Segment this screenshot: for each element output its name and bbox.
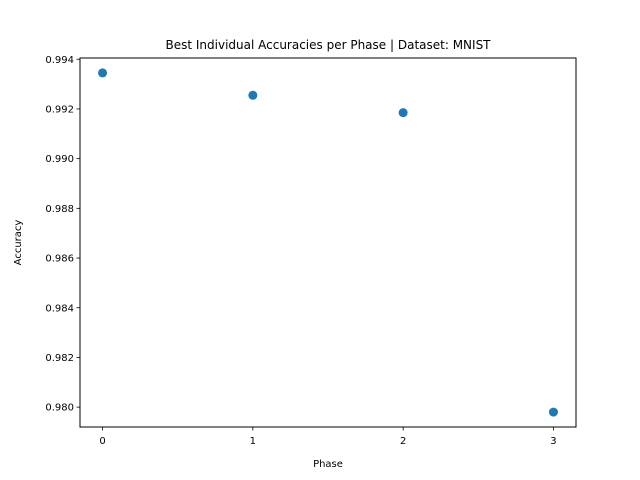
- y-tick-label: 0.984: [45, 303, 74, 314]
- data-point: [398, 108, 408, 118]
- data-point: [98, 68, 108, 78]
- x-tick-label: 1: [250, 436, 256, 447]
- plot-frame: [79, 57, 577, 428]
- x-axis-label: Phase: [313, 459, 343, 470]
- y-tick-label: 0.980: [45, 403, 74, 414]
- y-tick-label: 0.992: [45, 105, 74, 116]
- y-axis-label: Accuracy: [13, 220, 24, 266]
- x-tick-label: 2: [400, 436, 406, 447]
- y-axis-ticks: 0.980 0.982 0.984 0.986 0.988 0.990 0.992 0.994: [45, 55, 80, 414]
- data-point: [248, 90, 258, 100]
- data-points: [98, 68, 558, 417]
- y-tick-label: 0.982: [45, 353, 74, 364]
- y-tick-label: 0.988: [45, 204, 74, 215]
- x-tick-label: 0: [99, 436, 105, 447]
- data-point: [548, 407, 558, 417]
- chart-title: Best Individual Accuracies per Phase | D…: [165, 38, 491, 52]
- x-tick-label: 3: [550, 436, 556, 447]
- x-axis-ticks: 0 1 2 3: [99, 427, 557, 447]
- y-tick-label: 0.990: [45, 154, 74, 165]
- y-tick-label: 0.986: [45, 254, 74, 265]
- y-tick-label: 0.994: [45, 55, 74, 66]
